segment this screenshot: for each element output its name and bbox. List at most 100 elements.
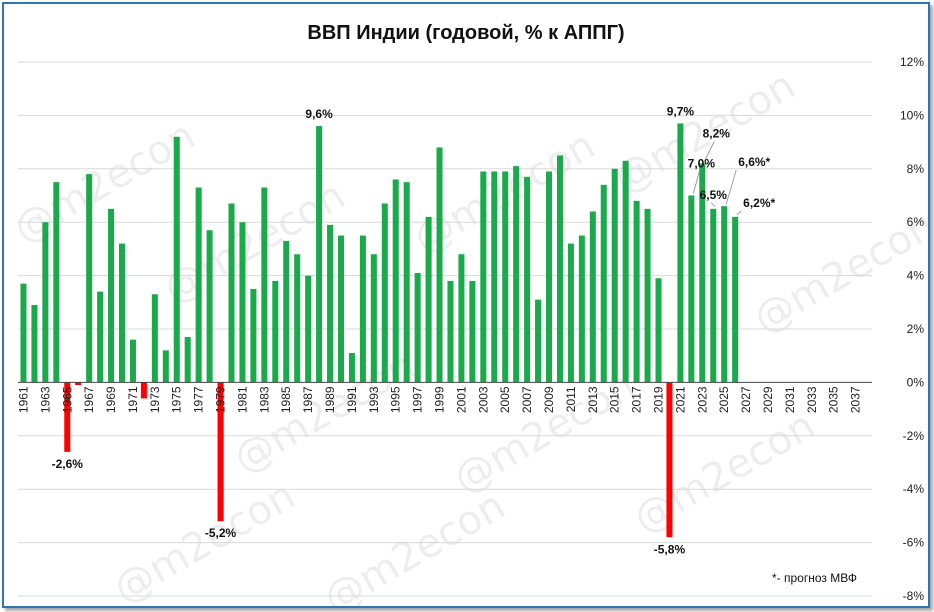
bar-1978 bbox=[206, 230, 213, 383]
bar-1961 bbox=[20, 283, 27, 383]
bar-1970 bbox=[119, 243, 126, 383]
x-tick-label: 1979 bbox=[214, 386, 228, 413]
label-leader-line bbox=[703, 141, 715, 162]
watermark-text: @m2econ bbox=[626, 402, 823, 542]
data-label-2023: 8,2% bbox=[703, 126, 731, 140]
bar-1994 bbox=[381, 203, 388, 383]
y-tick-label: -2% bbox=[903, 429, 925, 443]
chart-svg: @m2econ@m2econ@m2econ@m2econ@m2econ @m2ec… bbox=[6, 55, 928, 606]
bar-1976 bbox=[184, 337, 191, 383]
bar-2010 bbox=[556, 155, 563, 383]
x-tick-label: 2037 bbox=[849, 386, 863, 413]
data-label-2024: 6,5% bbox=[700, 188, 728, 202]
x-tick-label: 2001 bbox=[454, 386, 468, 413]
bar-1963 bbox=[42, 222, 49, 383]
x-tick-label: 1995 bbox=[389, 386, 403, 413]
bar-2007 bbox=[524, 176, 531, 383]
x-tick-label: 2021 bbox=[673, 386, 687, 413]
x-tick-label: 1981 bbox=[235, 386, 249, 413]
y-tick-label: 2% bbox=[907, 322, 925, 336]
bar-2018 bbox=[644, 208, 651, 383]
bar-2026 bbox=[732, 216, 739, 383]
bar-2023 bbox=[699, 163, 706, 383]
chart-title: ВВП Индии (годовой, % к АППГ) bbox=[307, 22, 625, 44]
bar-2024 bbox=[710, 208, 717, 383]
watermark-text: @m2econ bbox=[316, 482, 513, 606]
bar-1971 bbox=[129, 339, 136, 383]
x-tick-label: 2027 bbox=[739, 386, 753, 413]
data-label-2020: -5,8% bbox=[654, 542, 686, 556]
data-label-2026: 6,2%* bbox=[743, 196, 775, 210]
bar-1996 bbox=[403, 182, 410, 383]
bar-1982 bbox=[250, 288, 257, 383]
bar-1993 bbox=[370, 254, 377, 383]
bar-1992 bbox=[359, 235, 366, 383]
bar-1988 bbox=[316, 126, 323, 383]
bar-1977 bbox=[195, 187, 202, 383]
x-tick-label: 2015 bbox=[608, 386, 622, 413]
bar-1997 bbox=[414, 272, 421, 383]
bar-2000 bbox=[447, 280, 454, 383]
bar-1983 bbox=[261, 187, 268, 383]
x-tick-label: 1969 bbox=[104, 386, 118, 413]
bar-1965 bbox=[64, 382, 71, 452]
x-tick-label: 1983 bbox=[257, 386, 271, 413]
y-tick-label: -8% bbox=[903, 589, 925, 603]
x-tick-label: 1973 bbox=[148, 386, 162, 413]
bar-2001 bbox=[458, 254, 465, 383]
watermark-text: @m2econ bbox=[746, 202, 928, 342]
bar-1973 bbox=[151, 294, 158, 383]
data-label-2021: 9,7% bbox=[667, 104, 695, 118]
label-leader-line bbox=[692, 171, 700, 194]
bar-2008 bbox=[535, 299, 542, 383]
x-tick-label: 2017 bbox=[630, 386, 644, 413]
x-tick-label: 1963 bbox=[38, 386, 52, 413]
y-tick-label: -6% bbox=[903, 536, 925, 550]
x-tick-label: 1965 bbox=[60, 386, 74, 413]
bar-1990 bbox=[337, 235, 344, 383]
bar-2006 bbox=[513, 166, 520, 383]
bar-2015 bbox=[611, 168, 618, 383]
bar-1968 bbox=[97, 291, 104, 383]
bar-1995 bbox=[392, 179, 399, 383]
x-tick-label: 1997 bbox=[411, 386, 425, 413]
x-tick-label: 2011 bbox=[564, 386, 578, 412]
footnote: *- прогноз МВФ bbox=[772, 571, 857, 585]
bar-1962 bbox=[31, 304, 38, 383]
bar-1979 bbox=[217, 382, 224, 522]
x-tick-label: 1993 bbox=[367, 386, 381, 413]
x-tick-label: 2019 bbox=[652, 386, 666, 413]
x-tick-label: 1967 bbox=[82, 386, 96, 413]
bar-1967 bbox=[86, 174, 93, 383]
bar-1969 bbox=[108, 208, 115, 383]
bar-1989 bbox=[327, 224, 334, 383]
x-tick-label: 1991 bbox=[345, 386, 359, 413]
y-tick-label: 12% bbox=[900, 55, 924, 69]
x-tick-label: 1987 bbox=[301, 386, 315, 413]
bar-2011 bbox=[567, 243, 574, 383]
bar-1984 bbox=[272, 280, 279, 383]
y-tick-label: -4% bbox=[903, 482, 925, 496]
x-tick-label: 1961 bbox=[16, 386, 30, 413]
bar-2002 bbox=[469, 280, 476, 383]
data-label-1979: -5,2% bbox=[205, 526, 237, 540]
bar-2019 bbox=[655, 278, 662, 383]
x-tick-label: 1985 bbox=[279, 386, 293, 413]
x-tick-label: 2033 bbox=[805, 386, 819, 413]
x-tick-label: 2003 bbox=[476, 386, 490, 413]
bar-1980 bbox=[228, 203, 235, 383]
bar-1985 bbox=[283, 240, 290, 383]
x-tick-label: 2031 bbox=[783, 386, 797, 413]
x-tick-label: 2023 bbox=[695, 386, 709, 413]
bar-2016 bbox=[622, 160, 629, 383]
bar-2021 bbox=[677, 123, 684, 383]
x-tick-label: 1971 bbox=[126, 386, 140, 413]
bar-2025 bbox=[721, 206, 728, 383]
bar-2004 bbox=[491, 171, 498, 383]
data-label-2025: 6,6%* bbox=[738, 155, 770, 169]
bar-1987 bbox=[305, 275, 312, 383]
x-tick-label: 1999 bbox=[433, 386, 447, 413]
bar-1972 bbox=[140, 382, 147, 399]
bar-1999 bbox=[436, 147, 443, 383]
